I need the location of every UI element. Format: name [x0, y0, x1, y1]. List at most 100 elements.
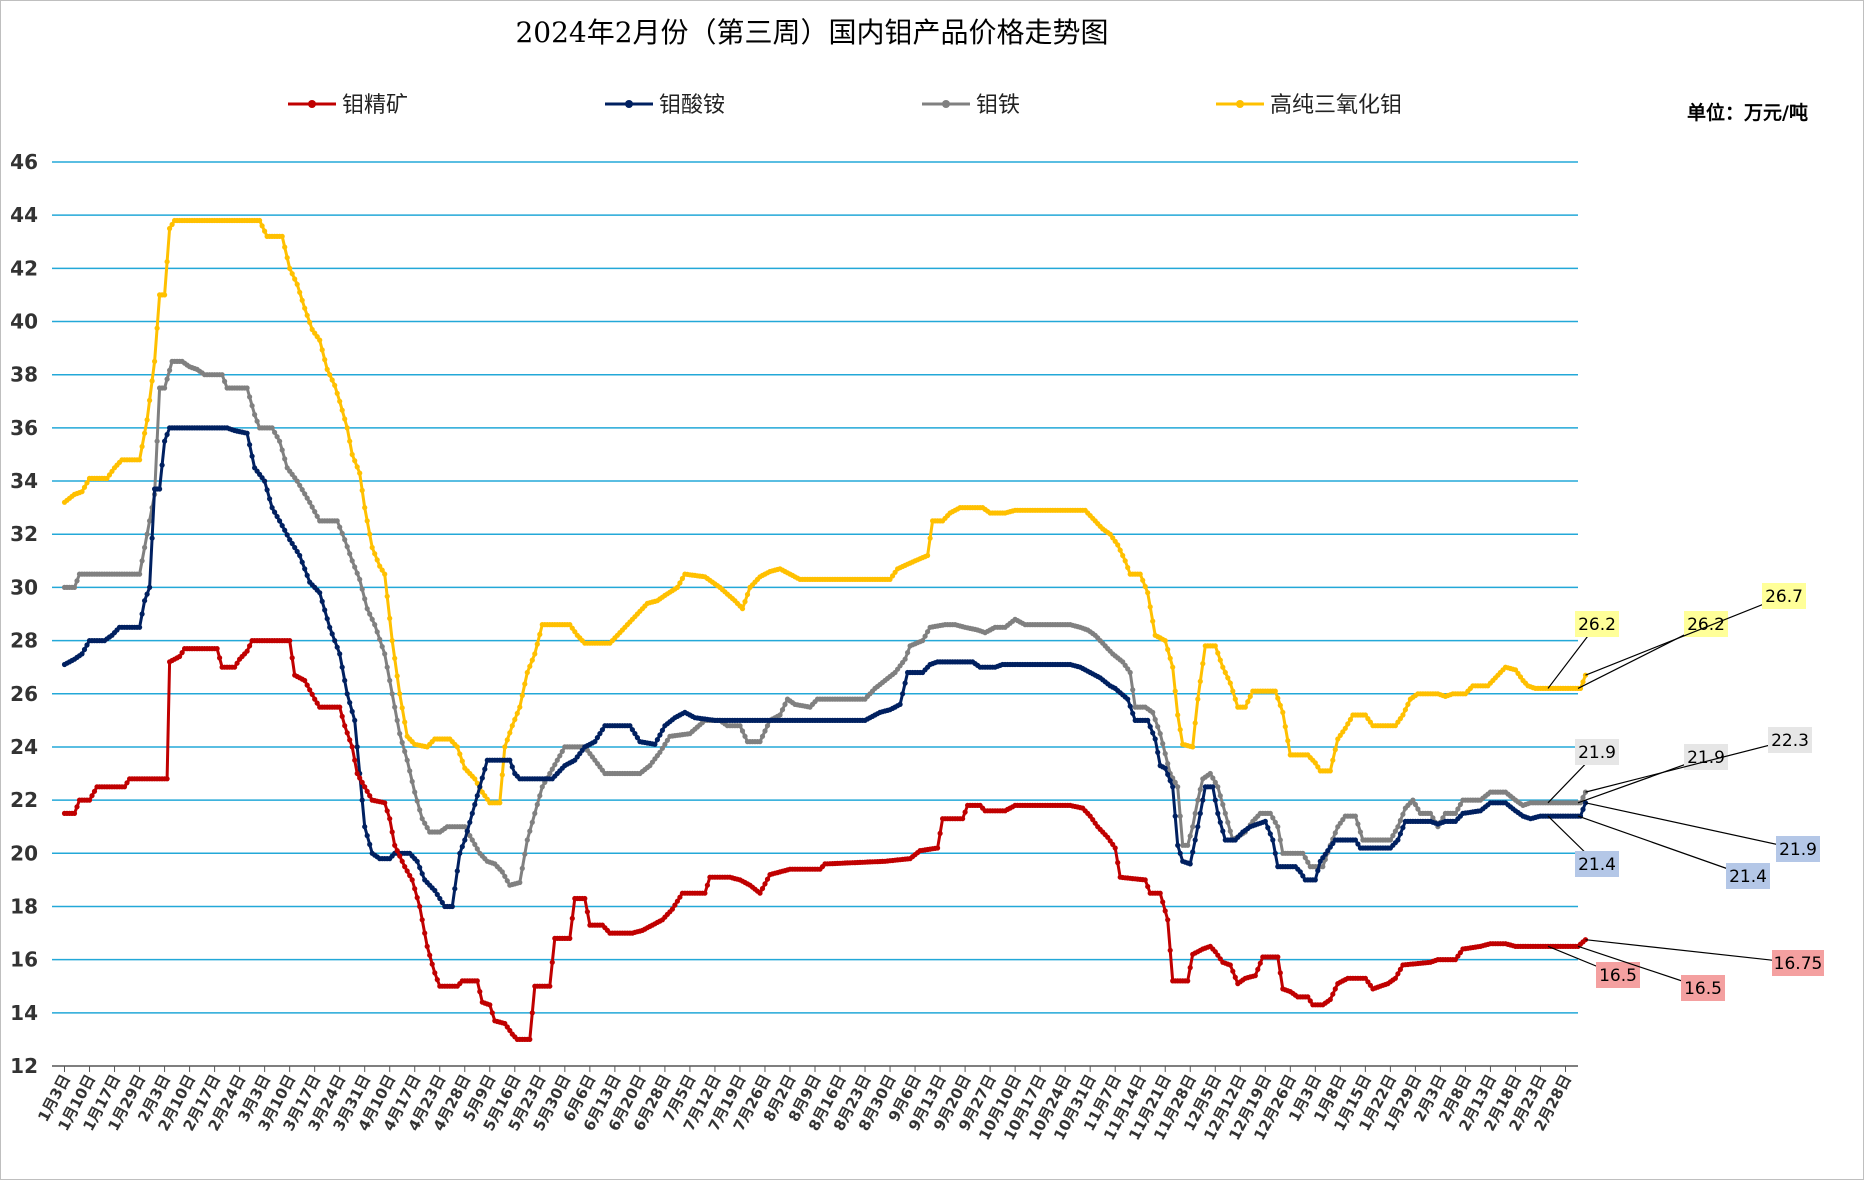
data-point: [762, 728, 768, 734]
data-point: [324, 616, 330, 622]
data-point: [1175, 842, 1181, 848]
data-point: [397, 853, 403, 859]
data-point: [1165, 771, 1171, 778]
data-point: [509, 764, 515, 770]
data-point: [342, 723, 348, 729]
data-point: [669, 906, 676, 912]
data-point: [302, 305, 308, 311]
data-point: [922, 633, 928, 639]
data-point: [384, 808, 390, 814]
data-point: [1395, 824, 1401, 830]
data-point: [1127, 669, 1133, 676]
series-2: [61, 425, 1589, 910]
data-point: [249, 403, 255, 409]
data-point: [249, 453, 255, 459]
data-point: [1142, 877, 1148, 883]
data-point: [374, 557, 380, 563]
data-point: [454, 744, 460, 750]
data-point: [1272, 688, 1278, 694]
data-point: [1277, 970, 1283, 976]
data-point: [359, 586, 365, 592]
data-point: [739, 728, 746, 734]
data-point: [1150, 618, 1156, 624]
data-point: [409, 778, 415, 785]
data-point: [677, 894, 683, 900]
data-point: [1227, 828, 1233, 834]
data-point: [377, 563, 383, 569]
data-point: [314, 513, 320, 519]
data-point: [124, 780, 130, 786]
data-point: [354, 464, 360, 470]
data-point: [1247, 693, 1253, 700]
data-point: [537, 793, 543, 799]
data-point: [1145, 883, 1151, 890]
data-point: [1262, 818, 1268, 825]
data-point: [414, 858, 420, 864]
data-point: [364, 606, 370, 612]
data-point: [422, 820, 428, 826]
data-point: [1225, 675, 1231, 681]
data-point: [677, 580, 683, 586]
data-point: [74, 578, 80, 584]
data-point: [502, 873, 508, 879]
data-point: [1197, 678, 1203, 685]
data-point: [164, 376, 170, 382]
data-point: [257, 217, 263, 224]
legend: 钼精矿 钼酸铵 钼铁 高纯三氧化钼: [288, 93, 1402, 118]
data-point: [927, 535, 933, 541]
data-point: [299, 297, 305, 303]
data-point: [524, 669, 530, 676]
data-point: [1312, 760, 1318, 766]
data-point: [507, 730, 513, 736]
data-point: [367, 841, 373, 848]
callout-label: 16.75: [1774, 954, 1823, 974]
data-point: [404, 868, 410, 874]
data-point: [364, 788, 370, 794]
data-point: [557, 753, 563, 759]
data-point: [307, 499, 313, 505]
data-point: [592, 739, 598, 745]
data-point: [469, 837, 475, 843]
data-point: [1137, 571, 1143, 577]
data-point: [337, 651, 343, 657]
data-point: [282, 456, 288, 462]
data-point: [529, 1010, 535, 1016]
data-point: [1215, 650, 1221, 656]
data-point: [1210, 784, 1216, 790]
y-tick-label: 26: [10, 682, 38, 706]
data-point: [1130, 687, 1136, 693]
data-point: [414, 798, 420, 804]
data-point: [154, 438, 160, 444]
data-point: [362, 824, 368, 830]
data-point: [84, 642, 90, 648]
data-point: [1315, 764, 1321, 770]
data-point: [779, 707, 786, 713]
data-point: [1342, 725, 1348, 731]
data-point: [462, 824, 468, 830]
callout-leader: [1585, 739, 1791, 793]
data-point: [419, 917, 425, 923]
legend-label: 钼精矿: [342, 93, 408, 118]
data-point: [1257, 960, 1263, 966]
data-point: [337, 704, 343, 710]
data-point: [477, 784, 483, 790]
data-point: [427, 952, 433, 958]
callout-label: 21.9: [1687, 748, 1725, 768]
data-point: [1117, 547, 1123, 553]
data-point: [349, 708, 355, 715]
data-point: [1172, 779, 1178, 786]
data-point: [407, 768, 413, 774]
data-point: [1272, 850, 1278, 856]
data-point: [384, 664, 390, 670]
data-point: [1187, 965, 1193, 971]
data-point: [502, 744, 508, 750]
data-point: [1177, 727, 1183, 733]
data-point: [1270, 815, 1276, 821]
y-tick-label: 24: [10, 735, 38, 759]
data-point: [1177, 813, 1183, 819]
data-point: [739, 606, 746, 612]
data-point: [347, 551, 353, 557]
data-point: [1392, 828, 1398, 834]
data-point: [294, 548, 300, 555]
data-point: [1175, 712, 1181, 718]
